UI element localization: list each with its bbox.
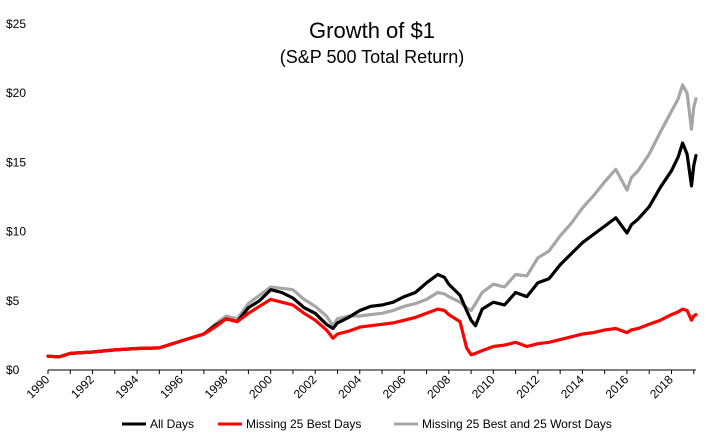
y-tick-label: $5 — [6, 294, 20, 308]
legend-label: Missing 25 Best and 25 Worst Days — [422, 417, 612, 431]
x-tick-label: 2008 — [424, 372, 453, 401]
x-tick-label: 1994 — [113, 372, 142, 401]
x-axis: 1990 1992 1994 1996 1998 2000 2002 2004 2006 2008… — [24, 369, 696, 401]
x-tick-label: 2010 — [469, 372, 498, 401]
x-tick-label: 2000 — [246, 372, 275, 401]
chart-subtitle: (S&P 500 Total Return) — [280, 47, 464, 67]
legend-label: Missing 25 Best Days — [246, 417, 361, 431]
series-line — [46, 83, 698, 359]
y-tick-label: $25 — [6, 17, 26, 31]
x-tick-label: 2016 — [603, 372, 632, 401]
x-tick-label: 2004 — [335, 372, 364, 401]
x-tick-label: 1998 — [202, 372, 231, 401]
x-tick-label: 2012 — [513, 372, 542, 401]
series-line — [46, 297, 698, 359]
plot-area — [46, 83, 698, 359]
chart-title: Growth of $1 — [309, 18, 435, 43]
x-tick-label: 1992 — [68, 372, 97, 401]
y-axis: $0 $5 $10 $15 $20 $25 — [6, 17, 26, 377]
legend: All Days Missing 25 Best Days Missing 25 B… — [122, 417, 612, 431]
y-tick-label: $15 — [6, 155, 26, 169]
x-tick-label: 1990 — [24, 372, 53, 401]
y-tick-label: $20 — [6, 86, 26, 100]
x-tick-label: 1996 — [157, 372, 186, 401]
y-tick-label: $10 — [6, 225, 26, 239]
x-tick-label: 2014 — [558, 372, 587, 401]
x-tick-label: 2006 — [380, 372, 409, 401]
x-tick-label: 2018 — [647, 372, 676, 401]
legend-label: All Days — [150, 417, 194, 431]
y-tick-label: $0 — [6, 363, 20, 377]
x-tick-label: 2002 — [291, 372, 320, 401]
